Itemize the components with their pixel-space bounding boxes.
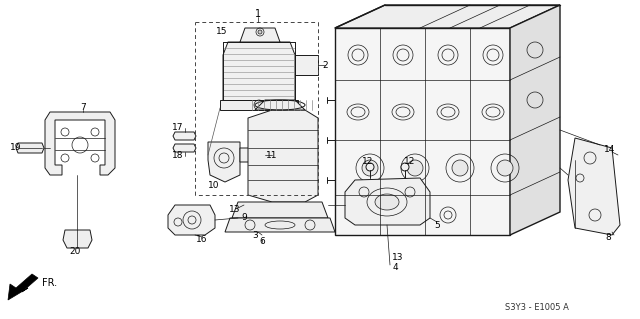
Text: 16: 16 — [196, 235, 208, 244]
Polygon shape — [225, 218, 335, 232]
Polygon shape — [223, 42, 295, 108]
Polygon shape — [255, 100, 305, 110]
Circle shape — [452, 160, 468, 176]
Text: 15: 15 — [216, 27, 228, 36]
Text: 17: 17 — [172, 123, 184, 132]
Ellipse shape — [375, 194, 399, 210]
Text: 4: 4 — [392, 263, 398, 272]
Polygon shape — [335, 5, 560, 28]
Text: 18: 18 — [172, 152, 184, 160]
Polygon shape — [45, 112, 115, 175]
Text: 12: 12 — [404, 158, 416, 167]
Polygon shape — [335, 28, 510, 235]
Text: 13: 13 — [229, 205, 241, 214]
Polygon shape — [208, 142, 240, 182]
Polygon shape — [220, 100, 298, 110]
Text: S3Y3 - E1005 A: S3Y3 - E1005 A — [505, 303, 569, 313]
Polygon shape — [173, 144, 196, 152]
Polygon shape — [232, 202, 328, 218]
Text: 13: 13 — [392, 254, 404, 263]
Circle shape — [407, 160, 423, 176]
Polygon shape — [173, 132, 196, 140]
Text: 9: 9 — [241, 213, 247, 222]
Text: 5: 5 — [434, 220, 440, 229]
Text: 19: 19 — [10, 144, 22, 152]
Polygon shape — [63, 230, 92, 248]
Polygon shape — [8, 274, 38, 300]
Circle shape — [366, 163, 374, 171]
Polygon shape — [168, 205, 215, 235]
Circle shape — [258, 30, 262, 34]
Text: 7: 7 — [80, 103, 86, 113]
Circle shape — [362, 160, 378, 176]
Polygon shape — [240, 148, 268, 162]
Text: FR.: FR. — [42, 278, 57, 288]
Circle shape — [401, 163, 409, 171]
Circle shape — [497, 160, 513, 176]
Polygon shape — [248, 110, 318, 202]
Polygon shape — [510, 5, 560, 235]
Text: 10: 10 — [208, 181, 220, 189]
Text: 12: 12 — [362, 158, 374, 167]
Text: 3: 3 — [252, 231, 258, 240]
Text: 20: 20 — [69, 248, 81, 256]
Polygon shape — [240, 28, 280, 42]
Text: 1: 1 — [255, 9, 261, 19]
Text: 8: 8 — [605, 234, 611, 242]
Text: 2: 2 — [322, 61, 328, 70]
Text: 6: 6 — [259, 238, 265, 247]
Text: 11: 11 — [266, 151, 278, 160]
Polygon shape — [568, 138, 620, 235]
Polygon shape — [295, 55, 318, 75]
Polygon shape — [16, 143, 44, 153]
Polygon shape — [345, 178, 430, 225]
Text: 14: 14 — [604, 145, 616, 154]
